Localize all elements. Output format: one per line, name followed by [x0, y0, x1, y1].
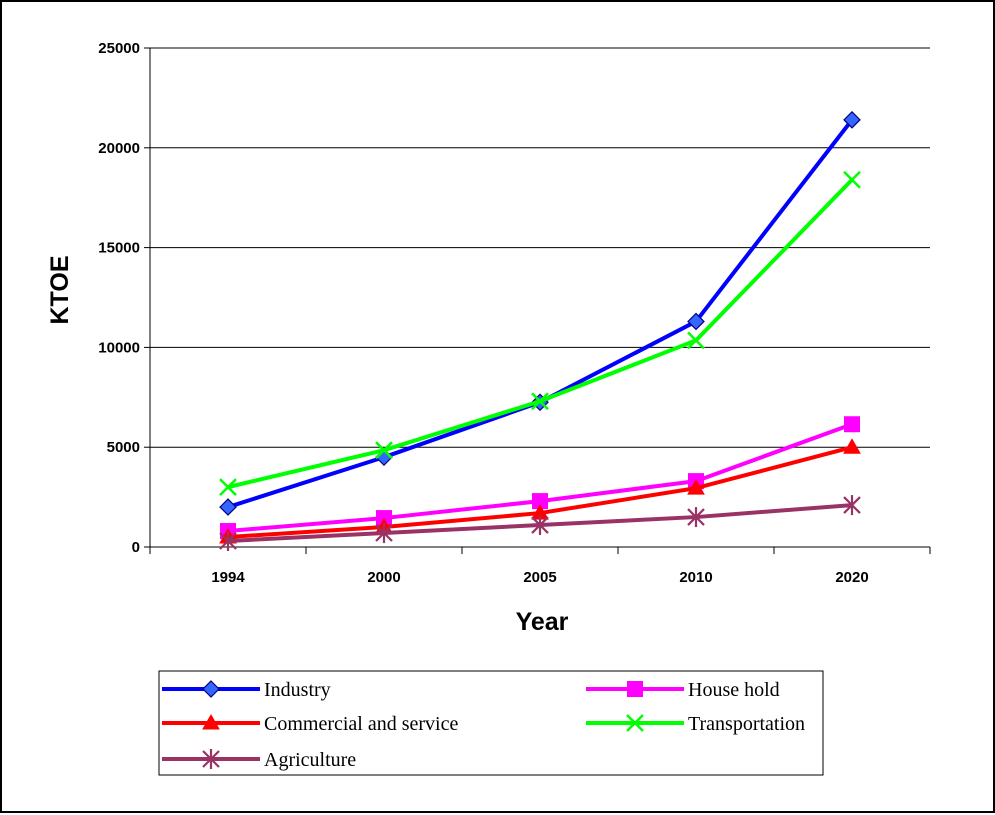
legend-marker [202, 713, 220, 730]
y-tick-label: 5000 [107, 439, 140, 456]
data-point [843, 495, 861, 516]
y-tick-label: 20000 [98, 140, 140, 157]
data-point [531, 515, 549, 536]
y-tick-label: 0 [132, 539, 140, 556]
data-point [687, 507, 705, 528]
data-point [843, 438, 861, 454]
x-tick-label: 2000 [367, 569, 400, 586]
data-point [219, 531, 237, 552]
x-tick-label: 2010 [679, 569, 712, 586]
legend-label: Industry [264, 679, 331, 701]
legend-label: Transportation [688, 713, 805, 735]
series-agriculture [219, 495, 861, 552]
data-point [375, 441, 393, 460]
legend-marker [202, 680, 220, 698]
x-axis-title: Year [516, 608, 569, 636]
data-point [219, 478, 237, 497]
data-point [531, 392, 549, 411]
data-point [844, 416, 860, 433]
legend-marker [202, 749, 220, 769]
legend-item: Agriculture [162, 749, 356, 771]
x-tick-label: 2020 [835, 569, 868, 586]
legend-item: Commercial and service [162, 713, 458, 735]
legend-label: House hold [688, 679, 780, 701]
data-point [843, 170, 861, 189]
legend-marker [627, 681, 643, 697]
y-tick-label: 15000 [98, 240, 140, 257]
legend-item: Transportation [586, 713, 805, 735]
series-layer [219, 111, 861, 552]
y-axis-title: KTOE [46, 256, 74, 325]
x-tick-labels: 1994 2000 2005 2010 2020 [211, 569, 868, 586]
legend-item: Industry [162, 679, 331, 701]
legend-label: Commercial and service [264, 713, 458, 735]
axes [144, 47, 931, 554]
legend-label: Agriculture [264, 749, 356, 771]
data-point [219, 498, 237, 516]
legend-marker [626, 714, 644, 732]
series-line [227, 118, 854, 509]
data-point [843, 111, 861, 129]
data-point [687, 331, 705, 350]
legend-box [158, 670, 824, 776]
series-house-hold [220, 416, 860, 540]
y-tick-labels: 0 5000 10000 15000 20000 25000 [98, 40, 140, 556]
gridlines [150, 47, 930, 448]
y-tick-label: 25000 [98, 40, 140, 57]
x-tick-label: 2005 [523, 569, 556, 586]
data-point [375, 523, 393, 544]
series-line [227, 178, 854, 490]
x-tick-label: 1994 [211, 569, 245, 586]
legend-item: House hold [586, 679, 780, 701]
series-transportation [219, 170, 861, 497]
data-point [687, 479, 705, 495]
data-point [687, 312, 705, 331]
y-tick-label: 10000 [98, 339, 140, 356]
legend: Industry House hold Commercial and service… [158, 670, 824, 776]
